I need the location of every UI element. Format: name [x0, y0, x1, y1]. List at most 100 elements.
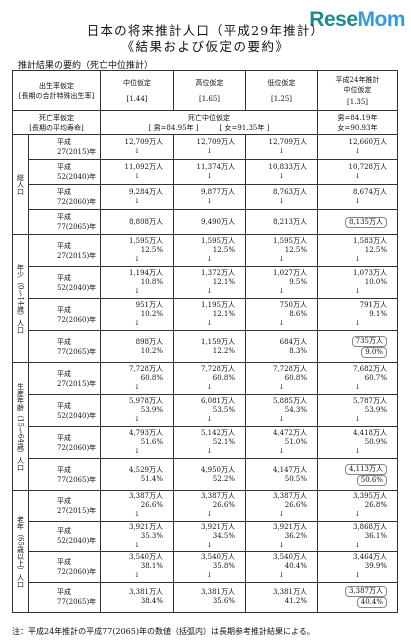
population-value: 8,808万人: [128, 217, 163, 226]
value-cell: 12,709万人 ↓: [173, 134, 246, 160]
down-arrow-icon: ↓: [354, 571, 361, 580]
population-value: 4,950万人: [200, 465, 235, 474]
table-row: 平成52(2040)年 3,921万人 35.3% ↓ 3,921万人 34.5% ↓ 3,9…: [13, 520, 398, 552]
table-row: 平成72(2060)年 4,793万人 51.6% ↓ 5,142万人 52.1% ↓ 4,4…: [13, 426, 398, 459]
down-arrow-icon: ↓: [134, 197, 140, 205]
share-value: 52.1%: [212, 438, 235, 446]
population-value: 4,147万人: [272, 465, 307, 474]
share-value: 12.1%: [212, 310, 235, 318]
table-row: 年少（0〜14歳）人口 平成27(2015)年 1,595万人 12.5% ↓ 1,595…: [12, 234, 398, 363]
value-cell: 1,595万人 12.5% ↓: [100, 234, 174, 267]
down-arrow-icon: ↓: [278, 383, 285, 391]
population-value: 3,921万人: [128, 522, 163, 531]
table-row: 平成52(2040)年 5,978万人 53.9% ↓ 6,081万人 53.5% ↓ 5,8…: [13, 394, 398, 427]
population-value: 9,877万人: [200, 188, 235, 196]
share-value: 41.2%: [284, 597, 307, 606]
share-value: 52.2%: [212, 474, 235, 483]
population-value: 4,472万人: [272, 429, 307, 437]
group-label: 年少（0〜14歳）人口: [12, 234, 29, 363]
down-arrow-icon: ↓: [354, 383, 361, 391]
population-value: 1,595万人: [128, 237, 163, 245]
table-row: 平成72(2060)年 3,540万人 38.1% ↓ 3,540万人 35.8% ↓ 3,5…: [13, 551, 398, 583]
share-value: 53.5%: [212, 406, 235, 414]
population-value: 12,709万人: [124, 138, 164, 146]
value-cell: 3,921万人 35.3% ↓: [100, 520, 174, 552]
value-cell: 8,763万人 ↓: [245, 184, 318, 210]
value-cell: 4,793万人 51.6% ↓: [100, 426, 174, 459]
table-row: 平成52(2040)年 11,092万人 ↓ 11,374万人 ↓ 10,833万人 ↓ 10…: [13, 159, 398, 185]
value-cell: 3,921万人 36.2% ↓: [245, 520, 318, 552]
population-value: 3,387万人: [200, 492, 235, 501]
population-value: 4,793万人: [128, 429, 163, 437]
down-arrow-icon: ↓: [354, 510, 361, 519]
value-cell: 3,540万人 38.1% ↓: [100, 551, 174, 583]
value-cell: 5,885万人 54.3% ↓: [245, 394, 318, 427]
down-arrow-icon: ↓: [134, 319, 140, 327]
down-arrow-icon: ↓: [354, 255, 361, 263]
value-cell: 4,418万人 50.9% ↓: [317, 426, 398, 459]
value-cell: 1,027万人 9.5% ↓: [245, 266, 318, 299]
table-row: 平成52(2040)年 1,194万人 10.8% ↓ 1,372万人 12.1% ↓ 1,0…: [13, 266, 398, 299]
population-value: 1,159万人: [200, 337, 235, 346]
share-value: 40.4%: [318, 597, 397, 609]
share-value: 35.8%: [212, 562, 235, 571]
col-low: 低位仮定 [1.25]: [245, 70, 318, 111]
share-value: 9.1%: [369, 310, 387, 318]
share-value: 51.4%: [140, 474, 163, 483]
population-value: 11,374万人: [196, 163, 236, 171]
down-arrow-icon: ↓: [354, 287, 361, 295]
value-cell: 11,092万人 ↓: [100, 159, 174, 185]
death-assumption-header: 死亡率仮定 [長期の平均寿命]: [12, 110, 101, 135]
population-value: 3,381万人: [200, 588, 235, 597]
share-value: 60.7%: [364, 374, 387, 382]
population-value: 1,194万人: [128, 269, 163, 277]
value-cell: 12,660万人 ↓: [317, 134, 398, 160]
group-label: 総人口: [12, 134, 29, 235]
population-value: 5,885万人: [272, 397, 307, 405]
value-cell: 791万人 9.1% ↓: [317, 298, 398, 331]
value-cell: 9,284万人 ↓: [100, 184, 174, 210]
share-value: 50.9%: [364, 438, 387, 446]
value-cell: 5,978万人 53.9% ↓: [100, 394, 174, 427]
population-value: 3,381万人: [128, 588, 163, 597]
year-label: 平成52(2040)年: [28, 159, 101, 185]
share-value: 12.5%: [284, 246, 307, 254]
value-cell: 750万人 8.6% ↓: [245, 298, 318, 331]
down-arrow-icon: ↓: [354, 319, 361, 327]
down-arrow-icon: ↓: [278, 571, 285, 580]
value-cell: 10,728万人 ↓: [317, 159, 398, 185]
year-label: 平成27(2015)年: [28, 134, 101, 160]
down-arrow-icon: ↓: [134, 415, 140, 423]
value-cell: 898万人 10.2%: [100, 330, 174, 363]
value-cell: 9,877万人 ↓: [173, 184, 246, 210]
down-arrow-icon: ↓: [206, 383, 213, 391]
population-value: 4,113万人: [318, 463, 397, 475]
share-value: 50.5%: [284, 474, 307, 483]
projection-table: 出生率仮定 [長期の合計特殊出生率] 中位仮定 [1.44] 高位仮定 [1.65] …: [12, 70, 398, 613]
down-arrow-icon: ↓: [278, 255, 285, 263]
down-arrow-icon: ↓: [278, 510, 285, 519]
share-value: 54.3%: [284, 406, 307, 414]
down-arrow-icon: ↓: [134, 540, 140, 549]
down-arrow-icon: ↓: [278, 415, 285, 423]
share-value: 38.4%: [140, 597, 163, 606]
death-mid-header: 死亡中位仮定 [ 男=84.95年 ] [ 女=91.35年 ]: [100, 110, 318, 135]
col-2012: 平成24年推計 中位仮定 [1.35]: [317, 70, 398, 111]
value-cell: 3,387万人 26.6% ↓: [100, 490, 174, 522]
value-cell: 951万人 10.2% ↓: [100, 298, 174, 331]
population-value: 9,490万人: [200, 217, 235, 226]
down-arrow-icon: ↓: [206, 415, 213, 423]
population-value: 3,540万人: [272, 553, 307, 562]
share-value: 53.9%: [364, 406, 387, 414]
value-cell: 3,868万人 36.1% ↓: [317, 520, 398, 552]
share-value: 9.5%: [289, 278, 307, 286]
share-value: 36.1%: [364, 531, 387, 540]
down-arrow-icon: ↓: [278, 197, 285, 205]
share-value: 8.3%: [289, 346, 307, 355]
share-value: 12.5%: [212, 246, 235, 254]
down-arrow-icon: ↓: [206, 172, 213, 180]
down-arrow-icon: ↓: [206, 197, 213, 205]
table-row: 平成72(2060)年 951万人 10.2% ↓ 1,195万人 12.1% ↓ 750万人…: [13, 298, 398, 331]
table-row: 平成77(2065)年 4,529万人 51.4% 4,950万人 52.2% 4,147…: [13, 458, 398, 491]
value-cell: 3,540万人 40.4% ↓: [245, 551, 318, 583]
